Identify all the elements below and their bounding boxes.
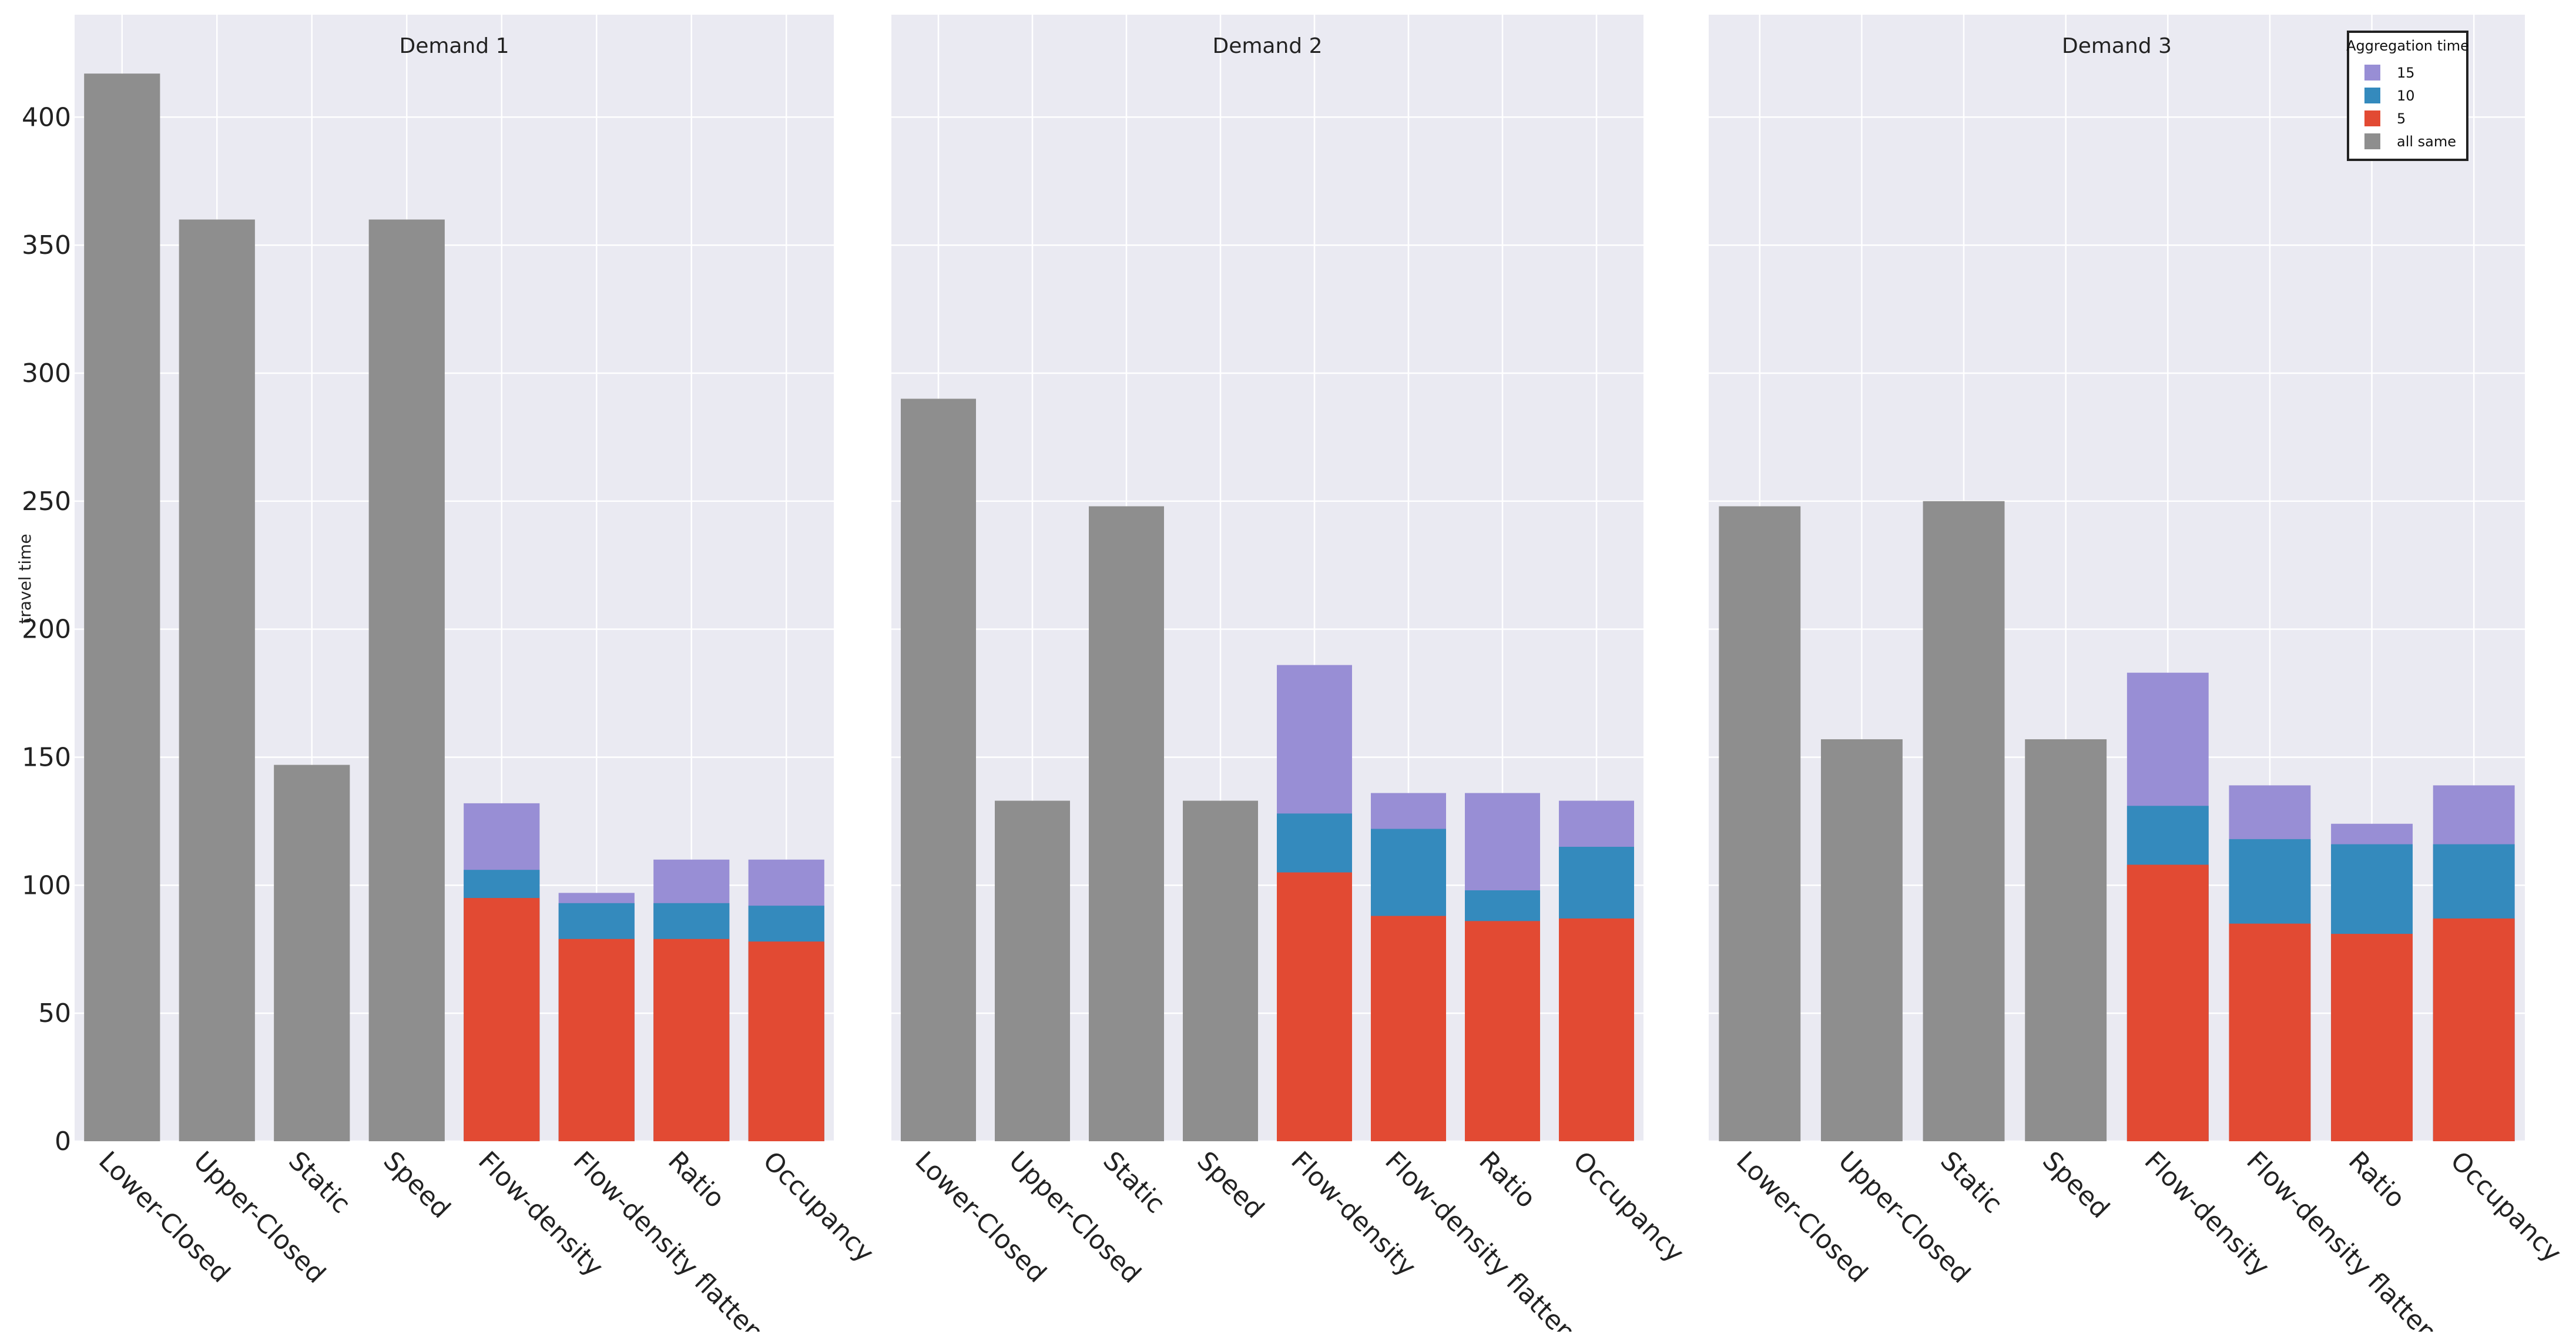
y-axis-label: travel time [15,534,35,624]
bar-all-same [84,73,160,1142]
bar-aggregation-5 [558,939,635,1141]
bar-all-same [368,219,445,1142]
bar-aggregation-5 [1465,921,1540,1141]
bar-all-same [901,398,976,1141]
bar-aggregation-5 [2229,923,2311,1141]
bar-aggregation-5 [1277,872,1352,1141]
x-tick-label: Ratio [662,1146,730,1214]
x-tick-label: Speed [1191,1146,1270,1225]
x-tick-label: Ratio [1473,1146,1541,1214]
y-tick-label: 200 [22,615,71,645]
x-tick-label: Static [1097,1146,1170,1219]
x-tick-label: Occupancy [1567,1146,1690,1269]
bar-all-same [2025,739,2107,1141]
bar-all-same [1820,739,1903,1141]
bar-all-same [1183,800,1258,1141]
y-tick-label: 400 [22,102,71,132]
bar-aggregation-5 [653,939,730,1141]
legend-label: 10 [2397,88,2415,104]
x-tick-label: Static [283,1146,356,1219]
bar-aggregation-5 [464,898,540,1141]
panel-title: Demand 3 [2062,34,2172,58]
x-tick-label: Static [1934,1146,2008,1219]
legend-title: Aggregation time [2346,38,2469,54]
bar-aggregation-5 [2331,934,2413,1141]
legend-swatch [2364,88,2380,103]
bar-aggregation-5 [2433,918,2515,1141]
x-tick-label: Flow-density flatten [2240,1146,2443,1332]
x-tick-label: Speed [377,1146,456,1225]
x-tick-label: Ratio [2343,1146,2411,1214]
y-tick-label: 250 [22,487,71,517]
bar-all-same [1719,506,1801,1142]
legend-label: all same [2397,133,2456,150]
y-tick-label: 50 [38,998,71,1028]
bar-all-same [1089,506,1164,1142]
bar-all-same [179,219,255,1142]
legend-swatch [2364,110,2380,126]
bar-all-same [995,800,1070,1141]
y-tick-label: 300 [22,358,71,388]
y-tick-label: 0 [55,1127,71,1157]
legend-label: 15 [2397,65,2415,81]
bar-aggregation-5 [1371,916,1446,1141]
panel-title: Demand 2 [1212,34,1322,58]
x-tick-label: Occupancy [757,1146,880,1269]
legend-swatch [2364,133,2380,149]
x-tick-label: Occupancy [2444,1146,2567,1269]
x-tick-label: Speed [2037,1146,2115,1225]
legend-swatch [2364,65,2380,81]
y-tick-label: 350 [22,230,71,260]
bar-aggregation-5 [748,941,824,1141]
y-tick-label: 100 [22,870,71,900]
bar-all-same [274,765,350,1141]
bar-aggregation-5 [2126,864,2209,1141]
y-tick-label: 150 [22,742,71,772]
x-tick-label: Flow-density flatten [567,1146,769,1332]
panel-title: Demand 1 [399,34,509,58]
bar-all-same [1923,501,2005,1142]
bar-aggregation-5 [1559,918,1634,1141]
legend-label: 5 [2397,110,2406,127]
